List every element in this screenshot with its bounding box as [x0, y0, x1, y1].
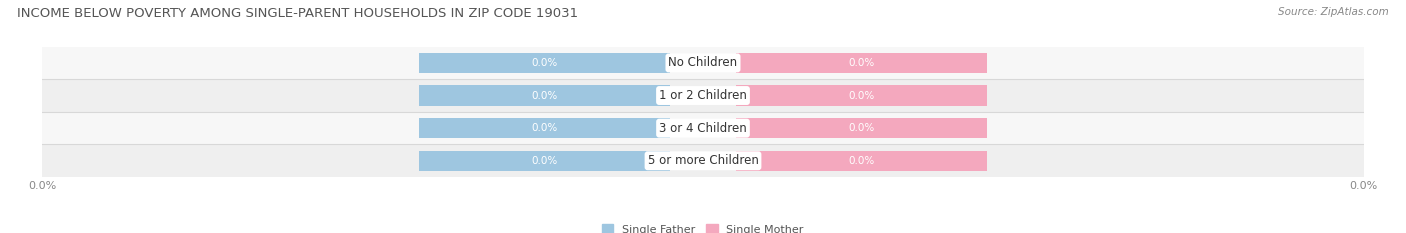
Bar	[737, 86, 987, 106]
Text: No Children: No Children	[668, 56, 738, 69]
Bar	[419, 118, 669, 138]
Text: 0.0%: 0.0%	[848, 123, 875, 133]
Text: INCOME BELOW POVERTY AMONG SINGLE-PARENT HOUSEHOLDS IN ZIP CODE 19031: INCOME BELOW POVERTY AMONG SINGLE-PARENT…	[17, 7, 578, 20]
Bar	[42, 144, 1364, 177]
Bar	[419, 53, 669, 73]
Bar	[42, 112, 1364, 144]
Text: 0.0%: 0.0%	[848, 156, 875, 166]
Text: 0.0%: 0.0%	[531, 91, 558, 100]
Bar	[419, 86, 669, 106]
Text: 0.0%: 0.0%	[531, 58, 558, 68]
Bar	[737, 53, 987, 73]
Bar	[42, 47, 1364, 79]
Bar	[737, 118, 987, 138]
Bar	[737, 151, 987, 171]
Legend: Single Father, Single Mother: Single Father, Single Mother	[598, 220, 808, 233]
Text: 0.0%: 0.0%	[531, 123, 558, 133]
Bar	[419, 151, 669, 171]
Text: 3 or 4 Children: 3 or 4 Children	[659, 122, 747, 135]
Text: 5 or more Children: 5 or more Children	[648, 154, 758, 167]
Text: 0.0%: 0.0%	[531, 156, 558, 166]
Text: 0.0%: 0.0%	[848, 91, 875, 100]
Text: Source: ZipAtlas.com: Source: ZipAtlas.com	[1278, 7, 1389, 17]
Text: 0.0%: 0.0%	[848, 58, 875, 68]
Text: 1 or 2 Children: 1 or 2 Children	[659, 89, 747, 102]
Bar	[42, 79, 1364, 112]
